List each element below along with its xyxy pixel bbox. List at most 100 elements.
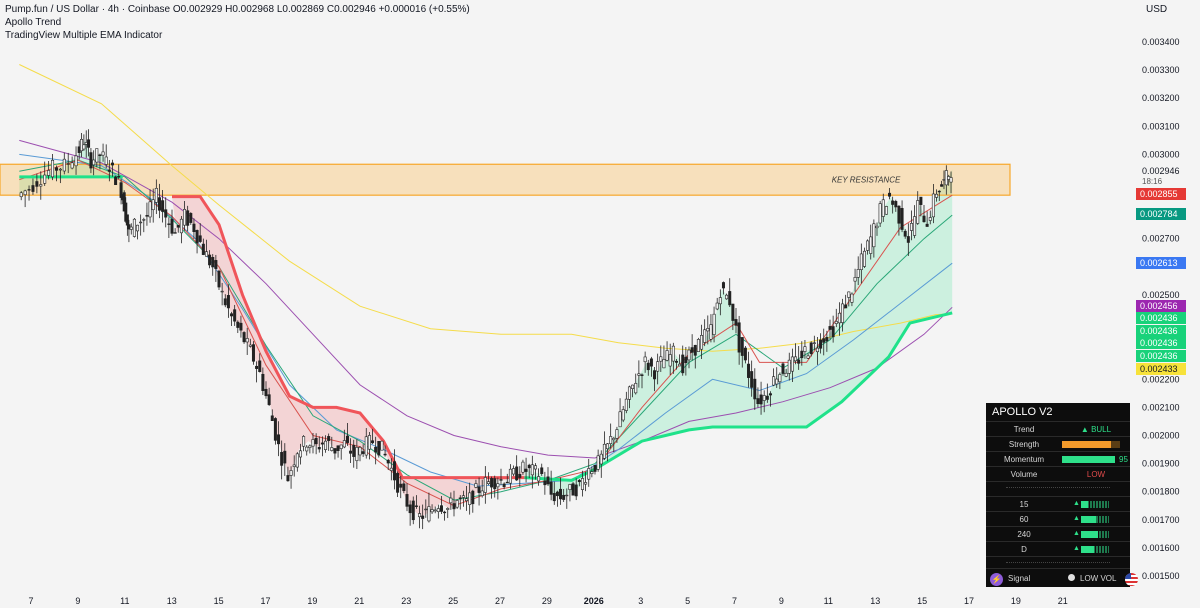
candle [145,202,149,226]
candle-body [828,326,832,330]
candle-body [446,508,450,510]
candle [878,200,882,227]
candle [330,436,334,452]
key-resistance-zone[interactable] [0,163,1011,196]
candle-body [474,483,478,488]
price-badge [1136,208,1186,220]
us-flag-icon[interactable] [1125,573,1138,586]
candle [772,368,776,387]
candle-body [571,483,575,496]
indicator-multiple-ema[interactable]: TradingView Multiple EMA Indicator [5,30,163,41]
candle-body [201,243,205,255]
candle-body [634,383,638,394]
candle-body [23,190,27,196]
candle [317,436,321,453]
candle-body [731,303,735,321]
candle [490,476,494,499]
candle-body [872,223,876,248]
candle [248,338,252,348]
candle-body [248,344,252,347]
candle [891,196,895,214]
candle-body [822,338,826,343]
candle-body [452,503,456,510]
candle-body [696,339,700,352]
candle-body [402,483,406,491]
candle [533,463,537,480]
price-badge-label: 0.002855 [1140,189,1178,199]
candle [27,185,31,201]
candle-body [784,372,788,377]
panel-divider [986,481,1130,492]
candle [894,199,898,212]
candle-body [70,162,74,169]
candle-body [812,342,816,344]
tf-row-d: D ▲ [986,541,1130,556]
candle-body [797,359,801,364]
candle-body [715,302,719,310]
candle-body [819,339,823,349]
momentum-value: 95 [1119,455,1128,464]
candle [543,471,547,495]
candle-body [935,193,939,198]
candle [245,327,249,355]
candle [681,345,685,376]
candle-body [405,494,409,507]
current-price-label: 0.002946 [1142,166,1180,176]
candle-body [540,467,544,474]
x-tick-label: 15 [917,596,927,606]
candle [480,479,484,498]
candle [421,504,425,530]
tf-up-icon: ▲ [1073,530,1080,537]
x-tick-label: 5 [685,596,690,606]
x-tick-label: 2026 [584,596,604,606]
candle-body [220,290,224,293]
tf-bar [1081,501,1109,508]
candle-body [195,230,199,244]
candle-body [245,338,249,343]
candle-body [43,174,47,184]
tf-bar [1081,546,1109,553]
candle-body [117,175,121,178]
lightning-icon[interactable]: ⚡ [990,573,1003,586]
candle [336,445,340,458]
currency-label[interactable]: USD [1146,4,1168,15]
candle-body [552,493,556,502]
candle-body [621,409,625,421]
candle-body [631,384,635,389]
candle-body [295,453,299,468]
candle [280,440,284,480]
candle [58,168,62,184]
candle [872,219,876,258]
candle [358,446,362,462]
candle-body [461,495,465,498]
apollo-panel-title: APOLLO V2 [992,406,1053,418]
candle [940,180,944,187]
candle [765,383,769,403]
candle-body [703,329,707,343]
candle-body [154,188,158,203]
candle [399,475,403,499]
candle-body [568,484,572,490]
candle [148,189,152,223]
candle-body [361,451,365,454]
candle-body [84,142,88,145]
candle-body [211,257,215,268]
candle-body [515,466,519,481]
candle [609,423,613,449]
candle [530,455,534,489]
candle-body [684,356,688,364]
candle [173,228,177,234]
candle-body [618,411,622,428]
candle-body [590,471,594,474]
candle-body [844,304,848,309]
candle-body [593,465,597,472]
candle [787,352,791,381]
candle-body [505,481,509,484]
candle-body [794,356,798,362]
candle [580,470,584,497]
candle-body [151,199,155,211]
x-tick-label: 25 [448,596,458,606]
candle [624,391,628,414]
indicator-apollo-trend[interactable]: Apollo Trend [5,17,62,28]
